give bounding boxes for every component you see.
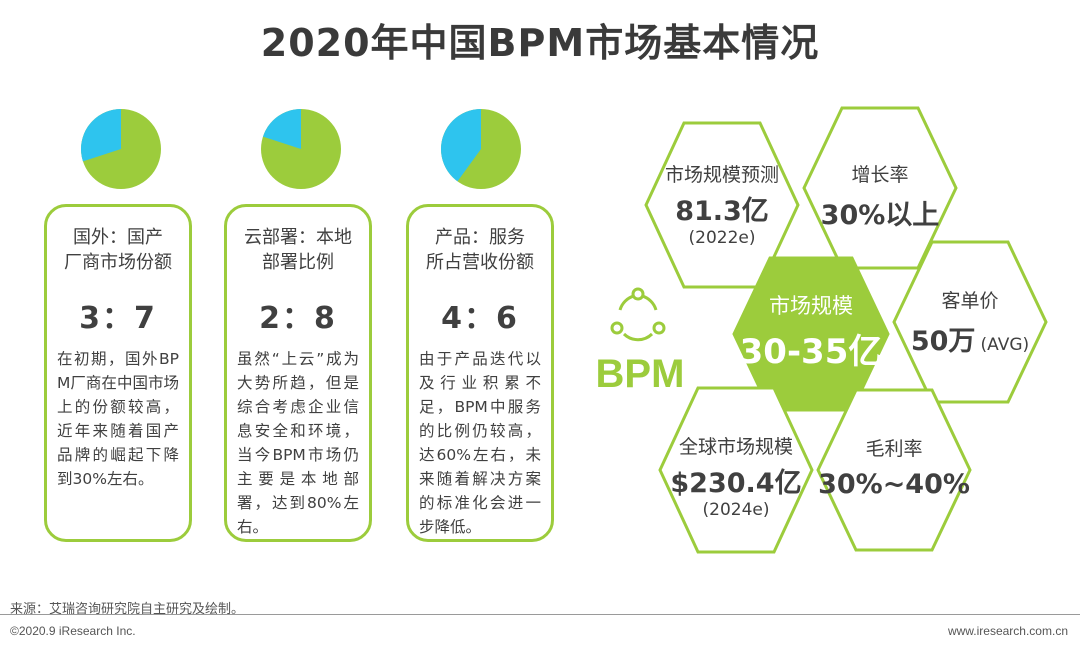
card-heading: 国外：国产 厂商市场份额 xyxy=(64,227,172,273)
card-description: 在初期，国外BPM厂商在中国市场上的份额较高，近年来随着国产品牌的崛起下降到30… xyxy=(57,350,179,488)
source-note: 来源：艾瑞咨询研究院自主研究及绘制。 xyxy=(10,602,245,617)
card-description: 虽然“上云”成为大势所趋，但是综合考虑企业信息安全和环境，当今BPM市场仍主要是… xyxy=(237,350,359,536)
card-description: 由于产品迭代以及行业积累不足，BPM中服务的比例仍较高，达60%左右，未来随着解… xyxy=(419,350,541,536)
hex-label: 增长率 xyxy=(851,164,909,186)
hex-label: 市场规模预测 xyxy=(664,164,779,186)
hex-sub: (AVG) xyxy=(980,335,1030,355)
hex-sub: (2024e) xyxy=(702,500,770,520)
bpm-logo-text: BPM xyxy=(595,352,685,396)
hex-label: 市场规模 xyxy=(769,294,853,318)
share-cycle-icon xyxy=(610,287,666,342)
page-title: 2020年中国BPM市场基本情况 xyxy=(260,21,820,65)
pie-slice-minority xyxy=(262,109,301,149)
card-ratio: 3：7 xyxy=(79,301,157,336)
hex-value: 30%以上 xyxy=(820,200,940,231)
hex-center-text: 市场规模 30-35亿 xyxy=(734,290,888,373)
copyright: ©2020.9 iResearch Inc. xyxy=(10,624,136,638)
pie-chart-foreign-domestic xyxy=(80,109,161,189)
website-link[interactable]: www.iresearch.com.cn xyxy=(947,624,1068,638)
hex-value: $230.4亿 xyxy=(670,468,802,499)
pie-chart-cloud-local xyxy=(261,109,341,189)
card-cloud-local: 云部署：本地 部署比例 2：8 虽然“上云”成为大势所趋，但是综合考虑企业信息安… xyxy=(224,204,372,542)
pie-slice-minority xyxy=(441,109,481,182)
card-ratio: 4：6 xyxy=(441,301,519,336)
card-foreign-domestic: 国外：国产 厂商市场份额 3：7 在初期，国外BPM厂商在中国市场上的份额较高，… xyxy=(44,204,192,542)
hex-label: 客单价 xyxy=(941,290,999,312)
pie-chart-product-service xyxy=(441,109,521,189)
card-heading: 产品：服务 所占营收份额 xyxy=(426,227,534,273)
hex-market-forecast-text: 市场规模预测 81.3亿 (2022e) xyxy=(646,160,798,248)
hex-value: 30-35亿 xyxy=(739,332,883,372)
hex-label: 毛利率 xyxy=(865,438,923,460)
hex-growth-text: 增长率 30%以上 xyxy=(804,160,956,232)
card-product-service: 产品：服务 所占营收份额 4：6 由于产品迭代以及行业积累不足，BPM中服务的比… xyxy=(406,204,554,542)
hex-value: 30%~40% xyxy=(818,469,970,500)
hex-value: 81.3亿 xyxy=(675,196,769,227)
hexagon-margin xyxy=(816,388,972,552)
card-ratio: 2：8 xyxy=(259,301,337,336)
card-heading: 云部署：本地 部署比例 xyxy=(244,227,352,273)
pie-slice-minority xyxy=(80,109,121,162)
hex-label: 全球市场规模 xyxy=(678,436,793,458)
hex-unit-price-text: 客单价 50万 (AVG) xyxy=(894,286,1046,358)
hexagon-global-market xyxy=(658,386,814,554)
hex-value: 50万 xyxy=(910,326,976,357)
hex-margin-text: 毛利率 30%~40% xyxy=(818,434,970,500)
footer-divider xyxy=(0,614,1080,615)
hex-global-text: 全球市场规模 $230.4亿 (2024e) xyxy=(660,432,812,520)
hexagon-market-forecast xyxy=(644,121,800,289)
hex-sub: (2022e) xyxy=(688,228,756,248)
